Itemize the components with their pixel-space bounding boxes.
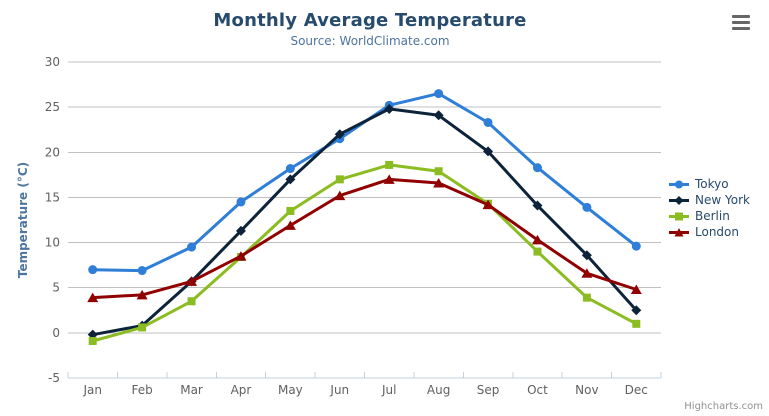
x-axis-label: Nov xyxy=(575,383,598,397)
data-point-marker-circle[interactable] xyxy=(483,117,493,127)
y-axis-label: 25 xyxy=(45,100,60,114)
data-point-marker-diamond[interactable] xyxy=(581,250,592,261)
data-point-marker-square[interactable] xyxy=(335,175,344,184)
data-point-marker-circle[interactable] xyxy=(187,242,197,252)
legend-label: London xyxy=(695,225,739,239)
series-line-london[interactable] xyxy=(91,177,638,300)
x-axis-label: Jan xyxy=(82,383,102,397)
data-point-marker-circle[interactable] xyxy=(582,202,592,212)
legend-symbol-diamond-icon xyxy=(669,195,689,205)
x-axis-label: Aug xyxy=(427,383,450,397)
data-point-marker-triangle[interactable] xyxy=(433,177,445,188)
x-axis-label: Jun xyxy=(329,383,349,397)
data-point-marker-triangle[interactable] xyxy=(186,276,198,286)
legend-label: Tokyo xyxy=(695,177,729,191)
y-axis-title: Temperature (°C) xyxy=(16,162,30,278)
data-point-marker-circle[interactable] xyxy=(631,241,641,251)
x-axis-label: Oct xyxy=(527,383,548,397)
data-point-marker-diamond[interactable] xyxy=(532,200,543,211)
y-axis-label: 10 xyxy=(45,236,60,250)
x-axis-label: Dec xyxy=(625,383,648,397)
credits-link[interactable]: Highcharts.com xyxy=(684,401,763,412)
legend-label: New York xyxy=(695,193,750,207)
data-point-marker-circle[interactable] xyxy=(434,89,444,99)
data-point-marker-circle[interactable] xyxy=(532,163,542,173)
data-point-marker-diamond[interactable] xyxy=(285,174,296,185)
legend-item-berlin[interactable]: Berlin xyxy=(668,208,750,224)
data-point-marker-square[interactable] xyxy=(582,293,591,302)
data-point-marker-square[interactable] xyxy=(434,167,443,176)
y-axis-label: 5 xyxy=(52,281,60,295)
y-axis-label: 15 xyxy=(45,190,60,204)
data-point-marker-triangle[interactable] xyxy=(630,284,642,295)
legend-symbol-circle-icon xyxy=(669,180,689,188)
legend-label: Berlin xyxy=(695,209,730,223)
data-point-marker-triangle[interactable] xyxy=(482,199,494,210)
x-axis-label: Jul xyxy=(381,383,396,397)
data-point-marker-circle[interactable] xyxy=(137,266,147,276)
data-point-marker-square[interactable] xyxy=(138,323,147,332)
legend: Tokyo New York Berlin London xyxy=(668,176,750,240)
data-point-marker-diamond[interactable] xyxy=(631,305,642,316)
data-point-marker-circle[interactable] xyxy=(88,265,98,275)
data-point-marker-circle[interactable] xyxy=(236,197,246,207)
data-point-marker-triangle[interactable] xyxy=(531,234,543,245)
legend-item-london[interactable]: London xyxy=(668,224,750,240)
data-point-marker-diamond[interactable] xyxy=(235,225,246,236)
data-point-marker-triangle[interactable] xyxy=(136,289,148,300)
hamburger-icon xyxy=(732,15,750,18)
data-point-marker-diamond[interactable] xyxy=(433,110,444,121)
data-point-marker-square[interactable] xyxy=(88,336,97,345)
data-point-marker-triangle[interactable] xyxy=(383,174,395,184)
data-point-marker-diamond[interactable] xyxy=(483,146,494,157)
x-axis-label: Sep xyxy=(477,383,500,397)
data-point-marker-square[interactable] xyxy=(533,247,542,256)
x-axis-label: Mar xyxy=(180,383,203,397)
legend-item-new-york[interactable]: New York xyxy=(668,192,750,208)
data-point-marker-square[interactable] xyxy=(385,160,394,169)
legend-symbol-square-icon xyxy=(669,212,689,220)
data-point-marker-diamond[interactable] xyxy=(334,129,345,140)
data-point-marker-triangle[interactable] xyxy=(581,268,593,278)
y-axis-label: 30 xyxy=(45,55,60,69)
y-axis-label: -5 xyxy=(48,371,60,385)
x-axis-label: Apr xyxy=(231,383,252,397)
data-point-marker-triangle[interactable] xyxy=(284,220,296,230)
y-axis-label: 0 xyxy=(52,326,60,340)
legend-symbol-triangle-icon xyxy=(669,227,689,236)
data-point-marker-triangle[interactable] xyxy=(87,292,99,303)
data-point-marker-square[interactable] xyxy=(286,206,295,215)
data-point-marker-circle[interactable] xyxy=(285,164,295,174)
chart-title: Monthly Average Temperature xyxy=(213,10,527,31)
legend-item-tokyo[interactable]: Tokyo xyxy=(668,176,750,192)
hamburger-icon xyxy=(732,27,750,30)
data-point-marker-triangle[interactable] xyxy=(334,190,346,201)
data-point-marker-square[interactable] xyxy=(632,319,641,328)
hamburger-icon xyxy=(732,21,750,24)
export-menu-button[interactable] xyxy=(732,15,750,30)
data-point-marker-triangle[interactable] xyxy=(235,251,247,261)
data-point-marker-square[interactable] xyxy=(187,297,196,306)
chart-subtitle: Source: WorldClimate.com xyxy=(290,34,450,48)
series-line-berlin[interactable] xyxy=(91,163,638,343)
y-axis-label: 20 xyxy=(45,145,60,159)
x-axis-label: Feb xyxy=(132,383,153,397)
data-point-marker-diamond[interactable] xyxy=(384,103,395,114)
series-line-new-york[interactable] xyxy=(91,107,638,337)
x-axis-label: May xyxy=(278,383,303,397)
